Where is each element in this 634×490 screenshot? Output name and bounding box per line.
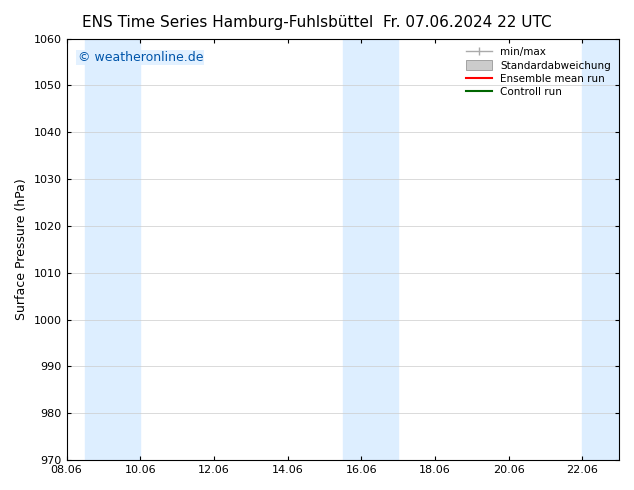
Legend: min/max, Standardabweichung, Ensemble mean run, Controll run: min/max, Standardabweichung, Ensemble me…	[462, 44, 614, 100]
Bar	[85, 39, 140, 460]
Text: © weatheronline.de: © weatheronline.de	[77, 51, 203, 64]
Bar	[343, 39, 398, 460]
Y-axis label: Surface Pressure (hPa): Surface Pressure (hPa)	[15, 178, 28, 320]
Bar	[582, 39, 619, 460]
Text: Fr. 07.06.2024 22 UTC: Fr. 07.06.2024 22 UTC	[383, 15, 552, 30]
Text: ENS Time Series Hamburg-Fuhlsbüttel: ENS Time Series Hamburg-Fuhlsbüttel	[82, 15, 373, 30]
